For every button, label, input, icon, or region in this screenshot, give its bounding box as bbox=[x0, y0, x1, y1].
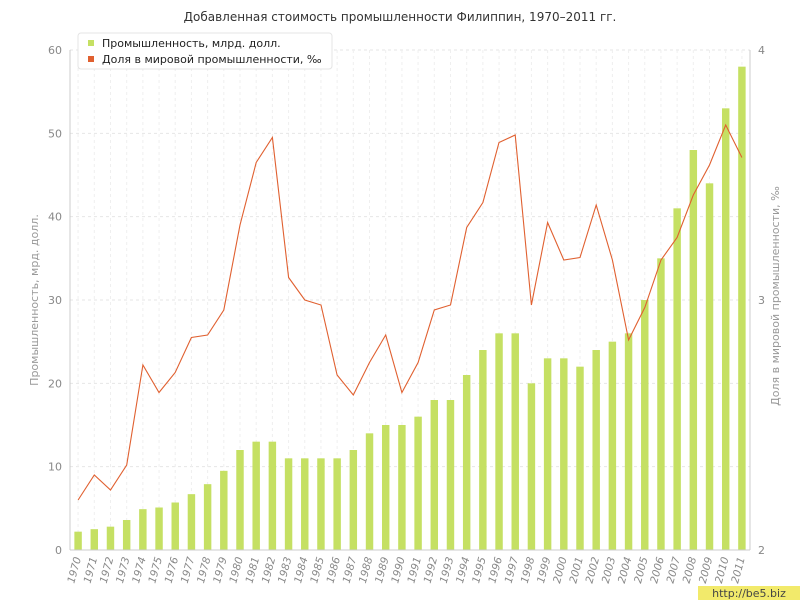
bar-1987 bbox=[349, 450, 358, 550]
bar-1973 bbox=[122, 520, 131, 550]
y-tick-left: 20 bbox=[48, 377, 62, 390]
bar-2010 bbox=[721, 108, 730, 550]
bar-1992 bbox=[430, 400, 439, 550]
bar-1970 bbox=[74, 531, 82, 550]
bar-1998 bbox=[527, 383, 536, 550]
bar-2000 bbox=[560, 358, 568, 550]
bar-1999 bbox=[543, 358, 552, 550]
bar-1981 bbox=[252, 441, 260, 550]
y-axis-right-ticks: 2 3 4 bbox=[758, 44, 765, 557]
bar-1982 bbox=[268, 441, 277, 550]
legend-swatch-industry bbox=[88, 40, 94, 46]
line-series bbox=[77, 123, 743, 501]
y-axis-right-label: Доля в мировой промышленности, ‰ bbox=[769, 186, 782, 406]
bar-2003 bbox=[608, 341, 617, 550]
bar-1985 bbox=[317, 458, 325, 550]
legend: Промышленность, млрд. долл. Доля в миров… bbox=[77, 32, 333, 70]
bar-2009 bbox=[705, 183, 714, 551]
bar-1990 bbox=[398, 425, 406, 550]
bar-1979 bbox=[220, 470, 228, 550]
y-tick-left: 40 bbox=[48, 211, 62, 224]
bar-1997 bbox=[511, 333, 519, 550]
bar-1995 bbox=[479, 350, 487, 550]
bar-1994 bbox=[462, 375, 471, 550]
y-tick-right: 2 bbox=[758, 544, 765, 557]
bar-1974 bbox=[139, 509, 147, 550]
bar-1996 bbox=[495, 333, 503, 550]
y-tick-left: 60 bbox=[48, 44, 62, 57]
bar-1977 bbox=[187, 494, 196, 550]
bar-2008 bbox=[689, 150, 698, 550]
y-tick-right: 3 bbox=[758, 294, 765, 307]
legend-box bbox=[77, 32, 333, 70]
bar-1984 bbox=[301, 458, 309, 550]
bar-1989 bbox=[381, 425, 390, 550]
axes bbox=[69, 50, 751, 551]
bar-1972 bbox=[106, 526, 115, 550]
bar-2011 bbox=[738, 66, 746, 551]
bar-2004 bbox=[624, 333, 633, 550]
bar-2005 bbox=[641, 300, 649, 550]
watermark-text: http://be5.biz bbox=[712, 587, 786, 600]
y-tick-left: 10 bbox=[48, 461, 62, 474]
bar-1978 bbox=[203, 484, 212, 550]
y-tick-left: 30 bbox=[48, 294, 62, 307]
bar-1975 bbox=[155, 507, 163, 550]
y-tick-left: 0 bbox=[55, 544, 62, 557]
bar-1991 bbox=[414, 416, 422, 550]
share-line bbox=[77, 123, 743, 501]
bar-2002 bbox=[592, 350, 600, 550]
bar-1986 bbox=[333, 458, 341, 550]
bar-1980 bbox=[236, 450, 244, 550]
bar-1988 bbox=[365, 433, 374, 550]
bar-1983 bbox=[284, 458, 293, 550]
watermark-bg bbox=[698, 586, 800, 600]
y-axis-left-label: Промышленность, мрд. долл. bbox=[28, 214, 41, 386]
bar-1976 bbox=[171, 502, 179, 550]
y-tick-left: 50 bbox=[48, 127, 62, 140]
chart-title: Добавленная стоимость промышленности Фил… bbox=[184, 10, 617, 24]
bar-1993 bbox=[446, 400, 455, 550]
bar-2007 bbox=[673, 208, 681, 551]
legend-label-share: Доля в мировой промышленности, ‰ bbox=[102, 53, 322, 66]
bar-2001 bbox=[576, 366, 584, 550]
bar-2006 bbox=[657, 258, 665, 550]
y-tick-right: 4 bbox=[758, 44, 765, 57]
watermark: http://be5.biz bbox=[698, 586, 800, 600]
bar-1971 bbox=[90, 529, 99, 550]
bar-series bbox=[74, 66, 746, 551]
legend-label-industry: Промышленность, млрд. долл. bbox=[102, 37, 281, 50]
legend-swatch-share bbox=[88, 56, 94, 62]
y-axis-left-ticks: 0 10 20 30 40 50 60 bbox=[48, 44, 62, 557]
